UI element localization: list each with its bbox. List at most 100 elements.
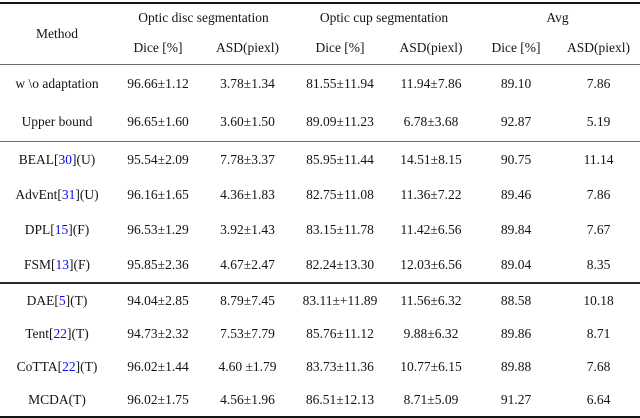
cell-disc-asd: 4.60 ±1.79 bbox=[218, 358, 277, 374]
cell-avg-asd: 8.71 bbox=[586, 325, 611, 341]
cell-avg-dice: 89.04 bbox=[475, 247, 558, 284]
method-cell: CoTTA[22](T) bbox=[0, 350, 114, 383]
table-row: AdvEnt[31](U) 96.16±1.65 4.36±1.83 82.75… bbox=[0, 177, 640, 212]
cell-disc-asd: 7.53±7.79 bbox=[220, 325, 275, 341]
cell-disc-dice: 96.02±1.44 bbox=[127, 358, 189, 374]
citation-link[interactable]: 13 bbox=[55, 256, 70, 272]
citation-link[interactable]: 15 bbox=[54, 221, 69, 237]
cell-cup-asd: 10.77±6.15 bbox=[400, 358, 462, 374]
cell-cup-asd: 11.94±7.86 bbox=[400, 76, 462, 91]
table-row: Tent[22](T) 94.73±2.32 7.53±7.79 85.76±1… bbox=[0, 317, 640, 350]
cell-disc-dice: 96.53±1.29 bbox=[127, 221, 189, 237]
table-row: DAE[5](T) 94.04±2.85 8.79±7.45 83.11±+11… bbox=[0, 283, 640, 317]
cell-cup-asd: 11.42±6.56 bbox=[400, 221, 462, 237]
col-header-cup-segmentation: Optic cup segmentation bbox=[319, 10, 449, 25]
cell-avg-asd: 5.19 bbox=[557, 103, 640, 142]
cell-avg-dice: 89.84 bbox=[500, 221, 532, 237]
cell-avg-dice: 90.75 bbox=[500, 151, 532, 167]
method-label: DPL[ bbox=[24, 221, 55, 237]
cell-disc-asd: 7.78±3.37 bbox=[220, 151, 275, 167]
method-label-suffix: ](U) bbox=[72, 151, 96, 167]
method-label: BEAL[ bbox=[18, 151, 59, 167]
cell-cup-asd: 12.03±6.56 bbox=[387, 247, 476, 284]
cell-disc-dice: 96.16±1.65 bbox=[127, 186, 189, 202]
method-cell: MCDA(T) bbox=[0, 383, 114, 417]
table-row: CoTTA[22](T) 96.02±1.44 4.60 ±1.79 83.73… bbox=[0, 350, 640, 383]
method-label-suffix: ](T) bbox=[75, 358, 98, 374]
cell-avg-asd: 7.86 bbox=[586, 76, 611, 91]
cell-avg-asd: 10.18 bbox=[583, 292, 614, 308]
col-header-disc-asd: ASD(piexl) bbox=[202, 32, 294, 65]
cell-disc-asd: 3.92±1.43 bbox=[220, 221, 275, 237]
cell-cup-dice: 89.09±11.23 bbox=[293, 103, 388, 142]
citation-link[interactable]: 30 bbox=[58, 151, 73, 167]
method-label: FSM[ bbox=[23, 256, 56, 272]
col-header-cup-dice: Dice [%] bbox=[293, 32, 388, 65]
cell-disc-asd: 4.67±2.47 bbox=[202, 247, 294, 284]
cell-avg-asd: 11.14 bbox=[583, 151, 614, 167]
col-header-avg-dice: Dice [%] bbox=[475, 32, 558, 65]
cell-disc-dice: 96.66±1.12 bbox=[127, 76, 189, 91]
cell-avg-dice: 89.88 bbox=[500, 358, 532, 374]
cell-cup-dice: 81.55±11.94 bbox=[306, 76, 374, 91]
method-label: w \o adaptation bbox=[15, 76, 99, 91]
cell-cup-dice: 82.75±11.08 bbox=[306, 186, 374, 202]
method-label-suffix: ](T) bbox=[65, 292, 88, 308]
cell-cup-asd: 9.88±6.32 bbox=[403, 325, 459, 341]
method-label: CoTTA[ bbox=[16, 358, 63, 374]
citation-link[interactable]: 5 bbox=[58, 292, 66, 308]
cell-cup-asd: 11.56±6.32 bbox=[400, 292, 462, 308]
table-row: Upper bound 96.65±1.60 3.60±1.50 89.09±1… bbox=[0, 103, 640, 142]
col-header-disc-segmentation: Optic disc segmentation bbox=[138, 10, 269, 25]
cell-disc-asd: 3.60±1.50 bbox=[202, 103, 294, 142]
cell-cup-asd: 14.51±8.15 bbox=[400, 151, 462, 167]
cell-avg-asd: 7.67 bbox=[586, 221, 611, 237]
cell-disc-asd: 8.79±7.45 bbox=[220, 292, 275, 308]
cell-cup-dice: 85.76±11.12 bbox=[306, 325, 374, 341]
cell-cup-asd: 6.78±3.68 bbox=[387, 103, 476, 142]
cell-avg-asd: 7.68 bbox=[586, 358, 611, 374]
col-header-avg-asd: ASD(piexl) bbox=[557, 32, 640, 65]
method-cell: FSM[13](F) bbox=[0, 247, 114, 284]
method-label: Tent[ bbox=[25, 325, 54, 341]
method-label: DAE[ bbox=[26, 292, 59, 308]
method-label-suffix: ](T) bbox=[67, 325, 89, 341]
method-cell: Upper bound bbox=[0, 103, 114, 142]
cell-cup-dice: 83.15±11.78 bbox=[306, 221, 374, 237]
col-header-method: Method bbox=[0, 3, 114, 65]
method-label-suffix: ](F) bbox=[68, 221, 90, 237]
cell-disc-asd: 3.78±1.34 bbox=[220, 76, 275, 91]
table-row: w \o adaptation 96.66±1.12 3.78±1.34 81.… bbox=[0, 65, 640, 104]
citation-link[interactable]: 31 bbox=[61, 186, 76, 202]
cell-disc-dice: 94.73±2.32 bbox=[127, 325, 189, 341]
cell-avg-asd: 6.64 bbox=[586, 391, 611, 407]
method-cell: AdvEnt[31](U) bbox=[0, 177, 114, 212]
cell-disc-asd: 4.56±1.96 bbox=[220, 391, 275, 407]
cell-avg-dice: 89.46 bbox=[500, 186, 532, 202]
cell-avg-asd: 8.35 bbox=[557, 247, 640, 284]
method-cell: DPL[15](F) bbox=[0, 212, 114, 247]
cell-cup-asd: 11.36±7.22 bbox=[400, 186, 462, 202]
cell-avg-dice: 89.10 bbox=[500, 76, 532, 91]
cell-disc-dice: 94.04±2.85 bbox=[127, 292, 189, 308]
citation-link[interactable]: 22 bbox=[53, 325, 68, 341]
table-row: BEAL[30](U) 95.54±2.09 7.78±3.37 85.95±1… bbox=[0, 142, 640, 178]
cell-avg-dice: 92.87 bbox=[475, 103, 558, 142]
cell-cup-dice: 86.51±12.13 bbox=[305, 391, 375, 407]
cell-cup-dice: 83.11±+11.89 bbox=[302, 292, 378, 308]
table-row: DPL[15](F) 96.53±1.29 3.92±1.43 83.15±11… bbox=[0, 212, 640, 247]
cell-avg-dice: 89.86 bbox=[500, 325, 532, 341]
col-header-disc-dice: Dice [%] bbox=[114, 32, 202, 65]
method-cell: DAE[5](T) bbox=[0, 283, 114, 317]
table-row: MCDA(T) 96.02±1.75 4.56±1.96 86.51±12.13… bbox=[0, 383, 640, 417]
method-cell: BEAL[30](U) bbox=[0, 142, 114, 178]
cell-avg-dice: 91.27 bbox=[500, 391, 532, 407]
method-label-suffix: ](U) bbox=[75, 186, 99, 202]
method-label: AdvEnt[ bbox=[15, 186, 62, 202]
cell-avg-asd: 7.86 bbox=[586, 186, 611, 202]
cell-disc-asd: 4.36±1.83 bbox=[220, 186, 275, 202]
cell-cup-asd: 8.71±5.09 bbox=[403, 391, 459, 407]
cell-cup-dice: 83.73±11.36 bbox=[306, 358, 374, 374]
citation-link[interactable]: 22 bbox=[62, 358, 76, 374]
